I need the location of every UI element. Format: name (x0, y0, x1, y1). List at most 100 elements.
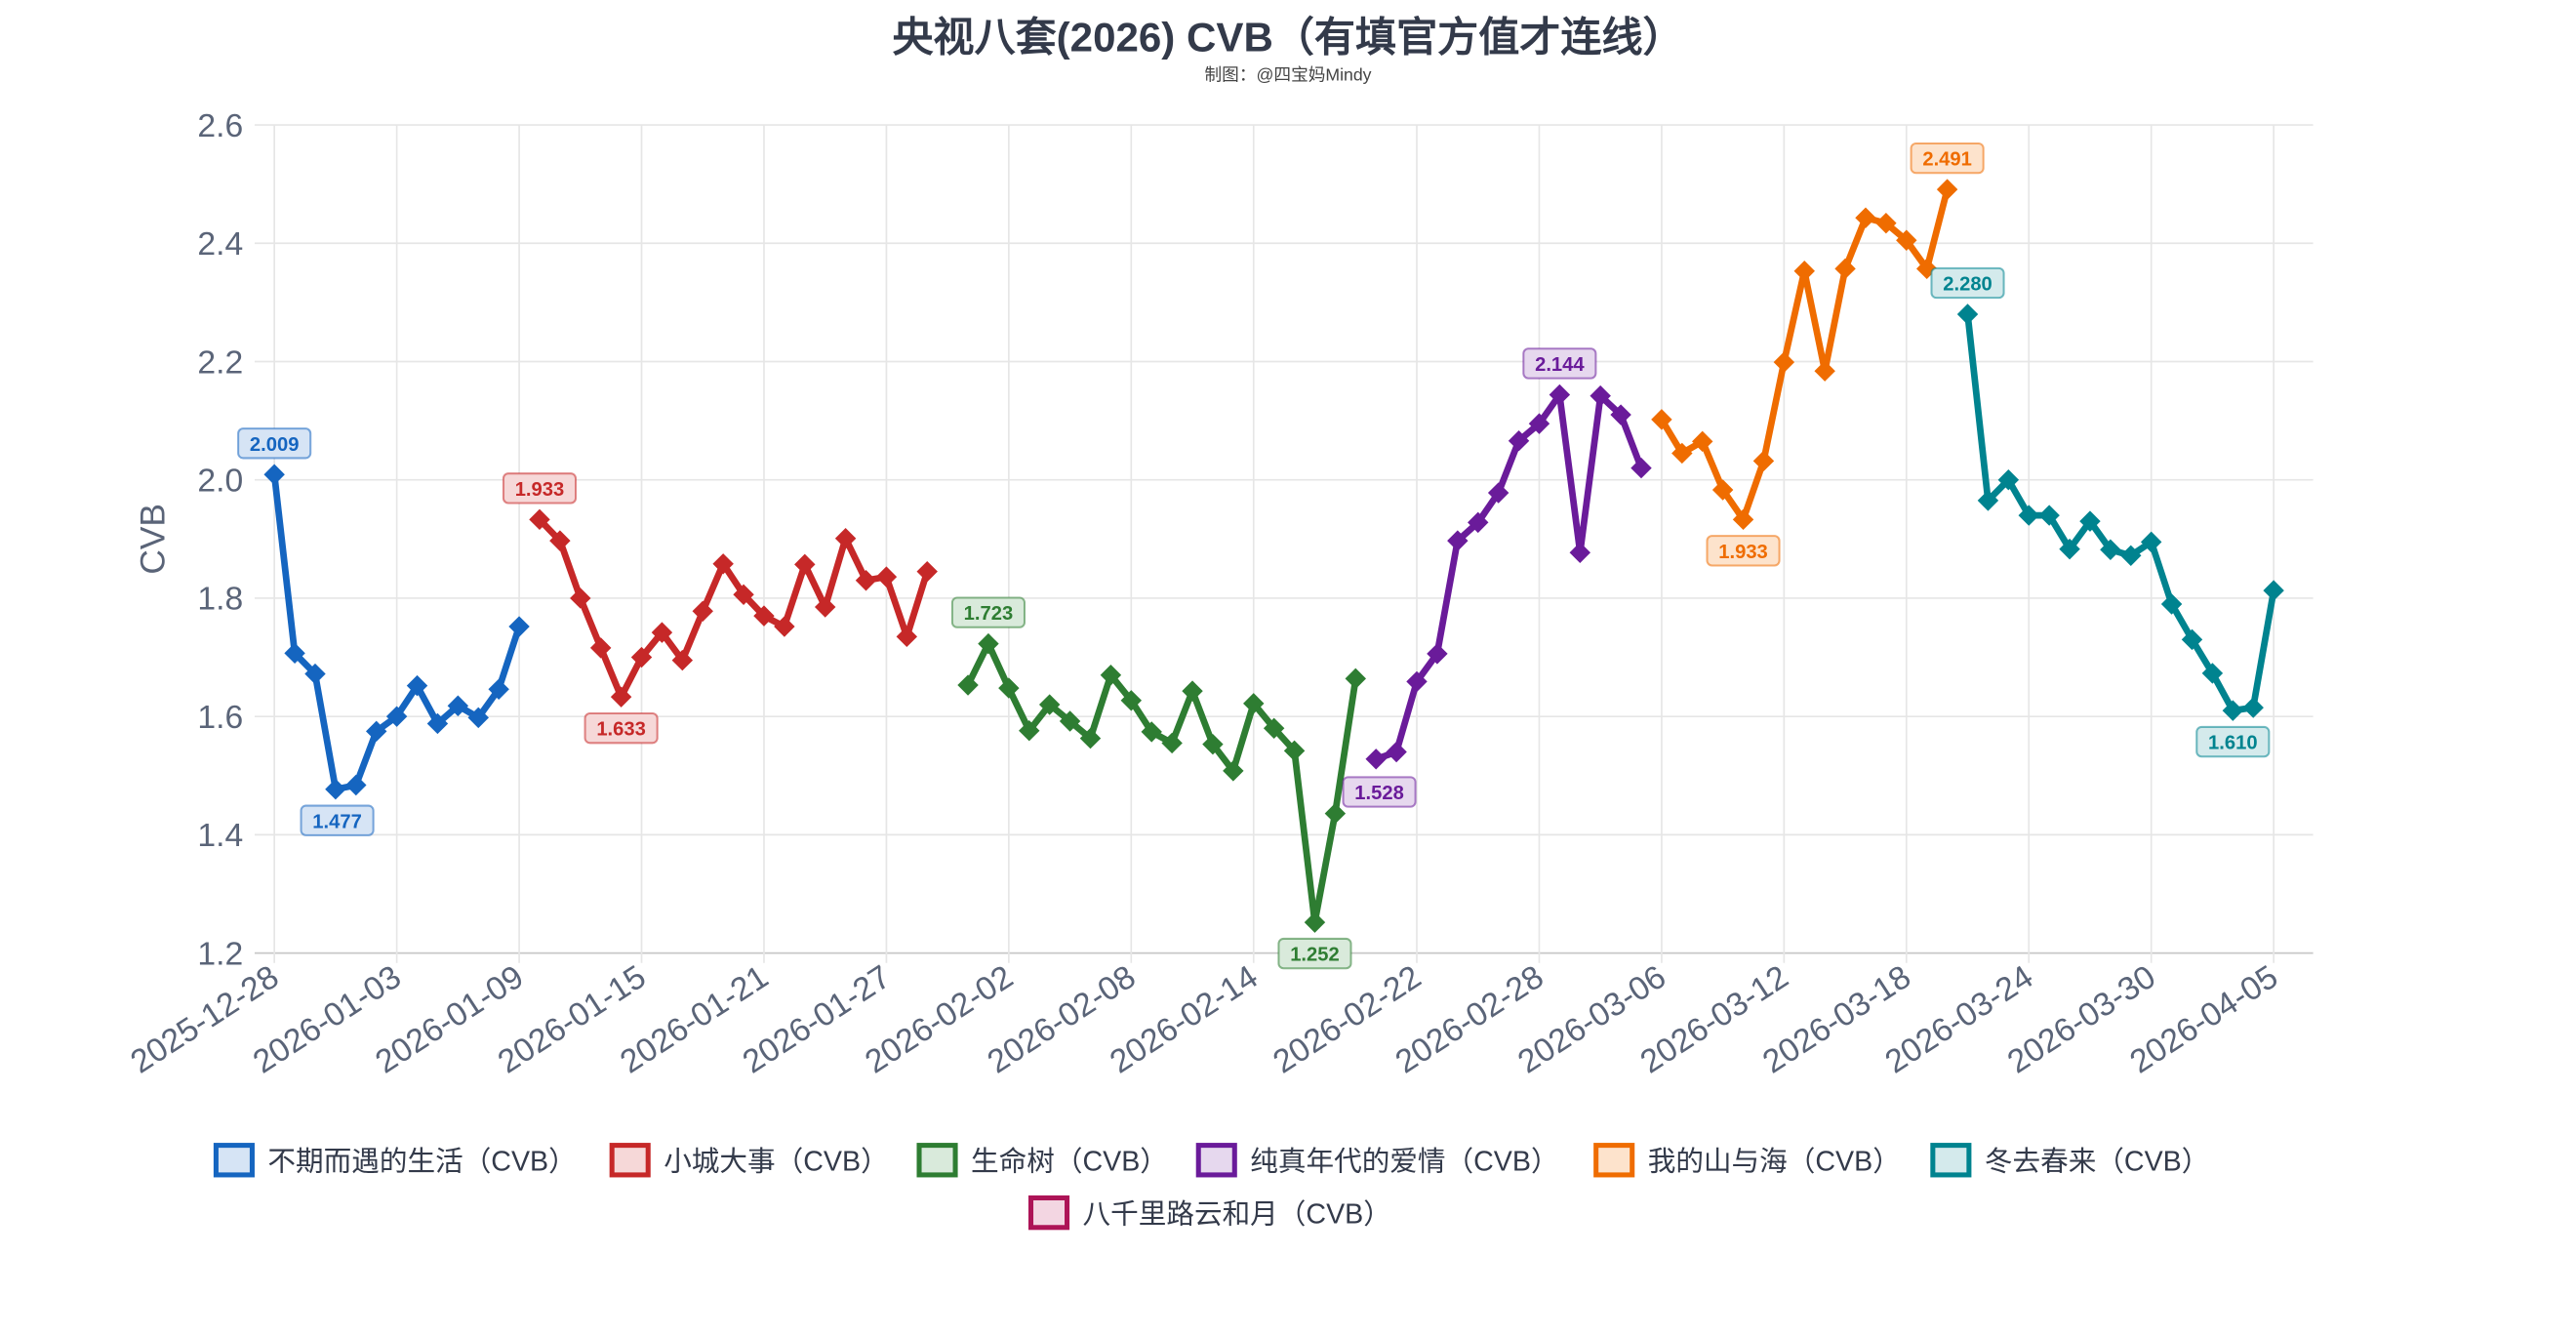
series-line (1375, 391, 1645, 762)
data-point (1182, 680, 1203, 702)
data-point (651, 622, 673, 643)
data-label-text: 2.280 (1943, 274, 1992, 296)
data-point (1793, 261, 1815, 282)
data-point (957, 674, 979, 696)
legend-label: 我的山与海（CVB） (1648, 1147, 1901, 1178)
data-point (1304, 911, 1326, 933)
data-point (1386, 741, 1407, 763)
series-5 (1956, 304, 2284, 721)
data-label-box (1277, 937, 1352, 970)
series-2 (957, 632, 1367, 933)
legend-item[interactable]: 八千里路云和月（CVB） (1027, 1194, 1391, 1231)
data-label-text: 2.009 (250, 434, 300, 456)
data-point (753, 605, 775, 627)
data-point (1752, 450, 1775, 472)
data-label-box (2195, 725, 2271, 758)
series-1 (529, 508, 938, 708)
data-point (304, 663, 326, 685)
data-point (1651, 409, 1672, 430)
legend-label: 纯真年代的爱情（CVB） (1250, 1147, 1558, 1178)
data-label-box (237, 427, 312, 460)
data-label-text: 1.528 (1354, 783, 1404, 804)
data-label-text: 2.491 (1922, 149, 1972, 171)
data-point (345, 774, 367, 796)
data-point (284, 642, 305, 665)
data-point (855, 570, 877, 591)
y-tick-label: 2.0 (197, 464, 243, 500)
series-line (964, 640, 1359, 926)
data-label: 2.144 (1522, 347, 1597, 380)
data-point (1630, 457, 1652, 479)
legend-item[interactable]: 不期而遇的生活（CVB） (213, 1143, 577, 1178)
data-label-box (950, 596, 1026, 628)
data-point (263, 464, 285, 485)
y-tick-label: 2.2 (197, 344, 243, 381)
data-point (1324, 802, 1347, 825)
legend-item[interactable]: 生命树（CVB） (916, 1143, 1168, 1178)
data-label: 1.528 (1342, 776, 1417, 808)
annotations: 2.009 1.477 1.933 1.633 1.723 1.252 1.528 2.144… (237, 142, 2271, 970)
data-label: 1.723 (950, 596, 1026, 628)
legend-swatch (1930, 1143, 1972, 1178)
data-point (998, 677, 1020, 699)
data-point (529, 508, 550, 531)
legend-swatch (609, 1143, 651, 1178)
legend-label: 小城大事（CVB） (664, 1147, 888, 1178)
data-point (385, 706, 408, 727)
grid (254, 124, 2314, 963)
data-label-text: 1.252 (1290, 945, 1340, 966)
data-point (1936, 179, 1958, 200)
legend-label: 冬去春来（CVB） (1985, 1147, 2209, 1178)
data-label-text: 1.933 (1718, 542, 1768, 563)
data-point (589, 637, 612, 659)
data-point (794, 553, 816, 576)
legend-label: 不期而遇的生活（CVB） (267, 1147, 576, 1178)
legend-swatch (1027, 1194, 1070, 1231)
data-point (1345, 668, 1367, 690)
data-point (1528, 413, 1550, 434)
data-label: 1.933 (1706, 535, 1781, 567)
data-point (610, 686, 632, 708)
y-tick-label: 1.8 (197, 582, 243, 618)
series-3 (1365, 384, 1652, 770)
data-point (896, 626, 918, 648)
data-label-box (1930, 266, 2005, 300)
y-tick-label: 1.2 (197, 936, 243, 972)
data-point (733, 584, 754, 606)
data-point (1773, 351, 1795, 373)
data-label-text: 2.144 (1535, 354, 1585, 376)
data-point (1569, 542, 1590, 563)
chart-subtitle: 制图：@四宝妈Mindy (1205, 65, 1372, 85)
data-point (488, 678, 509, 701)
data-point (1855, 207, 1876, 228)
data-point (712, 553, 734, 575)
data-label-box (1342, 776, 1417, 808)
data-label: 2.491 (1910, 142, 1985, 175)
data-label-text: 1.933 (515, 479, 565, 501)
legend-item[interactable]: 纯真年代的爱情（CVB） (1195, 1143, 1559, 1178)
axes: 1.21.41.61.82.02.22.42.62025-12-282026-0… (125, 108, 2285, 1081)
data-label-box (502, 472, 578, 505)
series-line (537, 516, 931, 701)
data-point (692, 600, 713, 622)
data-label-box (1522, 347, 1597, 380)
data-label: 1.933 (502, 472, 578, 505)
legend: 不期而遇的生活（CVB） 小城大事（CVB） 生命树（CVB） 纯真年代的爱情（CVB… (213, 1143, 2210, 1231)
legend-swatch (1195, 1143, 1237, 1178)
legend-swatch (1593, 1143, 1635, 1178)
legend-item[interactable]: 我的山与海（CVB） (1593, 1143, 1901, 1178)
data-point (2242, 697, 2264, 718)
chart-title: 央视八套(2026) CVB（有填官方值才连线） (892, 14, 1683, 60)
y-tick-label: 1.6 (197, 700, 243, 736)
data-point (1834, 258, 1856, 280)
legend-swatch (916, 1143, 958, 1178)
y-axis-label: CVB (134, 504, 172, 575)
data-label-text: 1.610 (2208, 733, 2258, 754)
legend-item[interactable]: 冬去春来（CVB） (1930, 1143, 2210, 1178)
data-label-text: 1.723 (964, 603, 1014, 625)
legend-item[interactable]: 小城大事（CVB） (609, 1143, 889, 1178)
data-point (916, 560, 938, 583)
data-label: 2.280 (1930, 266, 2005, 300)
data-point (1956, 304, 1979, 325)
